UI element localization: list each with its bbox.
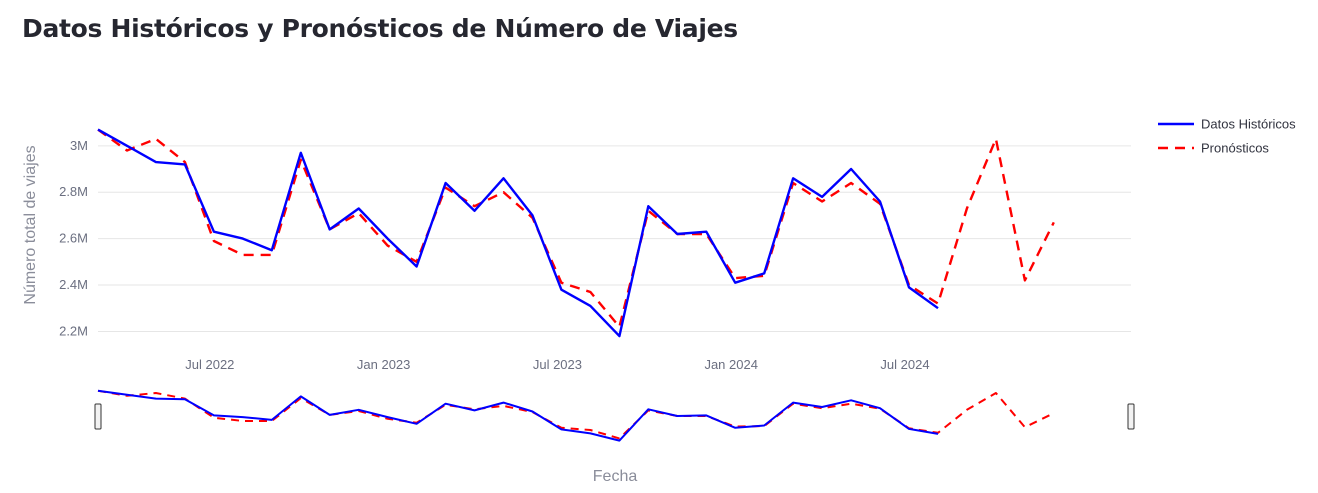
legend-item[interactable]: Pronósticos [1158, 141, 1269, 156]
range-slider-left-handle[interactable] [94, 403, 102, 430]
legend-item[interactable]: Datos Históricos [1158, 117, 1296, 132]
legend-label: Datos Históricos [1201, 117, 1296, 132]
gridlines [98, 145, 1131, 332]
x-tick-label: Jan 2023 [357, 357, 411, 372]
series-line-historic [97, 128, 939, 338]
y-tick-label: 2.2M [59, 323, 88, 338]
legend-label: Pronósticos [1201, 141, 1269, 156]
x-tick-label: Jul 2022 [185, 357, 234, 372]
y-tick-label: 2.8M [59, 184, 88, 199]
y-tick-label: 2.6M [59, 231, 88, 246]
plot-area[interactable] [97, 128, 1055, 338]
x-tick-labels: Jul 2022 Jan 2023 Jul 2023 Jan 2024 Jul 2024 [185, 357, 929, 372]
y-axis-title: Número total de viajes [22, 145, 39, 304]
legend[interactable]: Datos Históricos Pronósticos [1158, 117, 1296, 156]
y-tick-label: 3M [70, 138, 88, 153]
x-tick-label: Jul 2023 [533, 357, 582, 372]
y-tick-labels: 2.2M 2.4M 2.6M 2.8M 3M [59, 138, 88, 339]
series-line-historic-mini [97, 389, 939, 442]
y-tick-label: 2.4M [59, 277, 88, 292]
range-slider-right-handle[interactable] [1127, 403, 1135, 430]
x-axis-title: Fecha [593, 468, 638, 485]
x-tick-label: Jan 2024 [704, 357, 758, 372]
page-title: Datos Históricos y Pronósticos de Número… [22, 14, 738, 43]
range-slider[interactable] [94, 389, 1135, 442]
x-tick-label: Jul 2024 [880, 357, 929, 372]
